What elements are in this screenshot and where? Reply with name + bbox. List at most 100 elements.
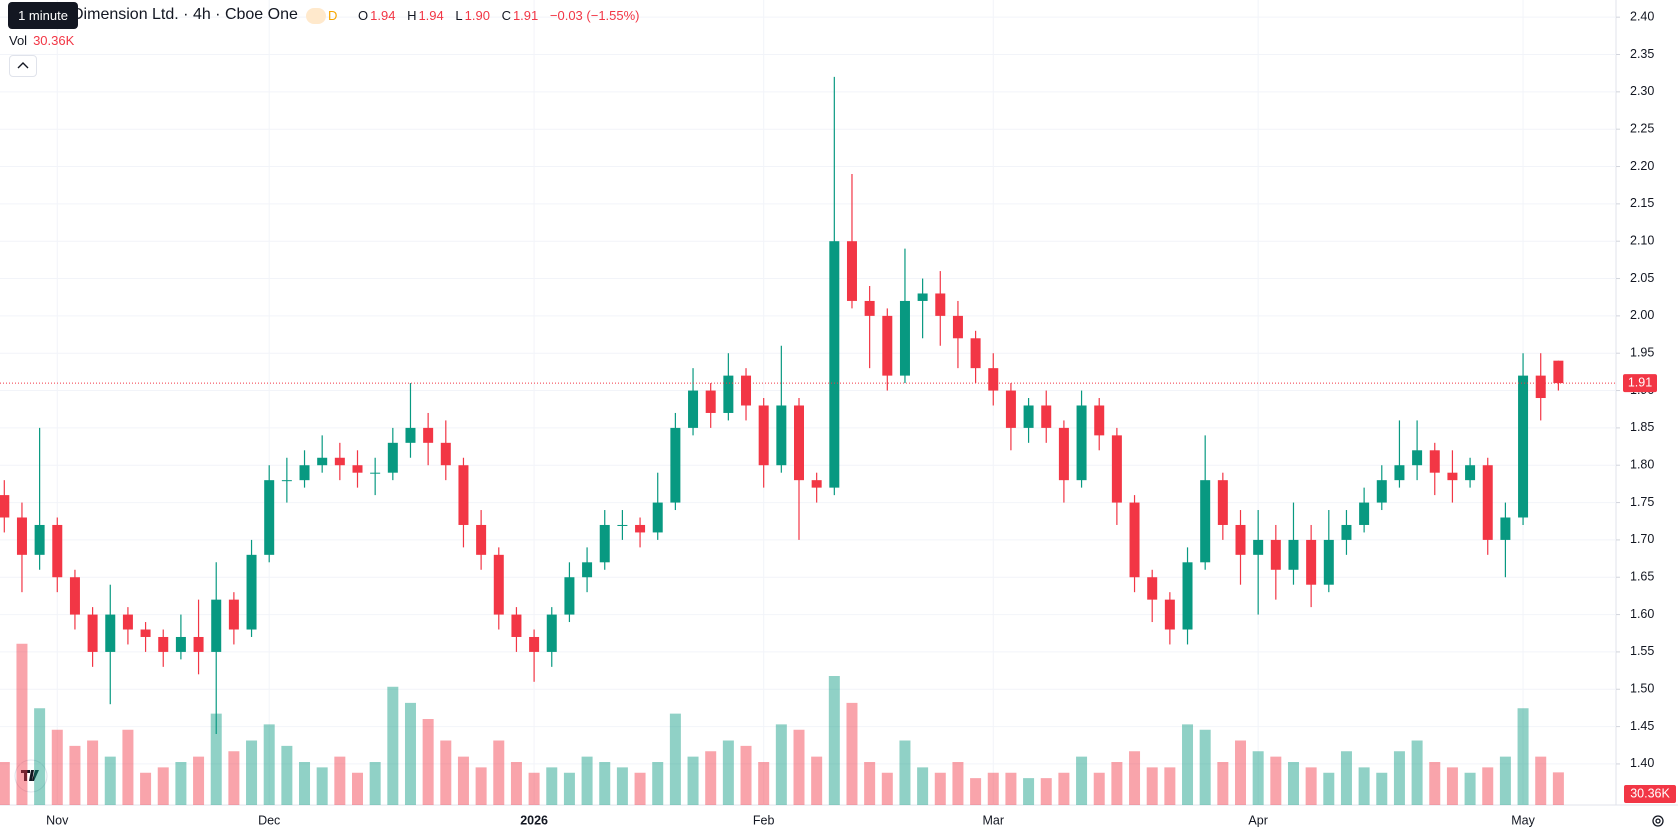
y-tick-label: 2.35 bbox=[1630, 47, 1654, 61]
candle-body bbox=[935, 293, 946, 316]
candle-body bbox=[1535, 375, 1546, 399]
candle-body bbox=[882, 315, 893, 376]
volume-bar bbox=[157, 767, 169, 805]
candle-body bbox=[829, 241, 840, 488]
volume-bar bbox=[1146, 767, 1158, 805]
candle-body bbox=[105, 614, 116, 652]
volume-bar bbox=[1411, 740, 1423, 805]
candle-body bbox=[1147, 577, 1158, 600]
y-tick-label: 1.85 bbox=[1630, 420, 1654, 434]
ohlc-value: 1.94 bbox=[418, 8, 444, 23]
collapse-button[interactable] bbox=[9, 55, 37, 77]
volume-bar bbox=[599, 762, 611, 805]
volume-bar bbox=[934, 772, 946, 805]
y-tick-label: 1.55 bbox=[1630, 644, 1654, 658]
candle-body bbox=[423, 427, 434, 443]
volume-bar bbox=[1005, 772, 1017, 805]
volume-bar bbox=[1393, 751, 1405, 805]
ohlc-legend: O 1.94 H 1.94 L 1.90 C 1.91 −0.03 (−1.55%) bbox=[352, 8, 642, 23]
volume-bar bbox=[740, 745, 752, 805]
candle-body bbox=[1412, 450, 1423, 466]
x-tick-label: Mar bbox=[982, 813, 1004, 827]
volume-bar bbox=[1482, 767, 1494, 805]
volume-bar bbox=[475, 767, 487, 805]
volume-bar bbox=[246, 740, 258, 805]
candle-body bbox=[158, 636, 169, 652]
volume-bar bbox=[1076, 756, 1088, 805]
volume-bar bbox=[1023, 778, 1035, 805]
volume-bar bbox=[1323, 772, 1335, 805]
volume-bar bbox=[917, 767, 929, 805]
market-status-icon[interactable] bbox=[306, 8, 326, 24]
y-tick-label: 2.40 bbox=[1630, 9, 1654, 23]
candle-body bbox=[1518, 375, 1529, 518]
candle-body bbox=[599, 524, 610, 563]
volume-bar bbox=[828, 676, 840, 805]
volume-bar bbox=[546, 767, 558, 805]
candle-body bbox=[317, 457, 328, 466]
candle-body bbox=[846, 241, 857, 301]
volume-bar bbox=[793, 729, 805, 805]
y-tick-label: 1.40 bbox=[1630, 756, 1654, 770]
volume-bar bbox=[952, 762, 964, 805]
volume-bar bbox=[122, 729, 134, 805]
candle-body bbox=[228, 599, 239, 630]
volume-bar bbox=[316, 767, 328, 805]
volume-bar bbox=[1217, 762, 1229, 805]
volume-bar bbox=[881, 772, 893, 805]
volume-bar bbox=[634, 772, 646, 805]
candle-body bbox=[1323, 539, 1334, 585]
candle-body bbox=[1482, 465, 1493, 540]
volume-bar bbox=[281, 745, 293, 805]
volume-bar bbox=[422, 719, 434, 805]
ohlc-label: L bbox=[455, 8, 463, 23]
interval-badge: D bbox=[328, 8, 338, 23]
last-volume-tag bbox=[1624, 785, 1676, 803]
candles bbox=[0, 76, 1564, 735]
volume-bar bbox=[263, 724, 275, 805]
grid bbox=[0, 0, 1616, 805]
volume-bar bbox=[563, 772, 575, 805]
ohlc-value: 1.94 bbox=[370, 8, 396, 23]
volume-bar bbox=[510, 762, 522, 805]
volume-bar bbox=[1305, 767, 1317, 805]
ohlc-label: C bbox=[501, 8, 511, 23]
y-tick-label: 1.45 bbox=[1630, 719, 1654, 733]
candle-body bbox=[670, 427, 681, 503]
candle-body bbox=[440, 442, 451, 466]
candle-body bbox=[16, 517, 27, 555]
candle-body bbox=[1376, 480, 1387, 503]
candle-body bbox=[688, 390, 699, 428]
candle-body bbox=[1394, 465, 1405, 481]
candle-body bbox=[1429, 450, 1440, 473]
volume-bar bbox=[87, 740, 99, 805]
volume-bar bbox=[34, 708, 46, 805]
candle-body bbox=[1164, 599, 1175, 630]
candle-body bbox=[1041, 405, 1052, 428]
volume-bar bbox=[1429, 762, 1441, 805]
candle-body bbox=[1288, 539, 1299, 570]
candle-body bbox=[1217, 480, 1228, 525]
y-tick-label: 2.30 bbox=[1630, 84, 1654, 98]
settings-icon[interactable] bbox=[1652, 815, 1664, 827]
y-tick-label: 2.15 bbox=[1630, 196, 1654, 210]
volume-bar bbox=[987, 772, 999, 805]
volume-bar bbox=[811, 756, 823, 805]
volume-bar bbox=[440, 740, 452, 805]
candle-body bbox=[122, 614, 133, 630]
volume-bar bbox=[104, 756, 116, 805]
candle-body bbox=[952, 315, 963, 339]
volume-bar bbox=[352, 772, 363, 805]
volume-bar bbox=[299, 762, 311, 805]
volume-bar bbox=[193, 756, 205, 805]
volume-bar bbox=[369, 762, 381, 805]
volume-bar bbox=[705, 751, 717, 805]
volume-bar bbox=[140, 772, 152, 805]
candle-body bbox=[1005, 390, 1016, 428]
ohlc-label: H bbox=[407, 8, 417, 23]
volume-bar bbox=[616, 767, 628, 805]
candle-body bbox=[1306, 539, 1317, 585]
candle-body bbox=[1359, 502, 1370, 525]
ohlc-value: 1.91 bbox=[512, 8, 539, 23]
